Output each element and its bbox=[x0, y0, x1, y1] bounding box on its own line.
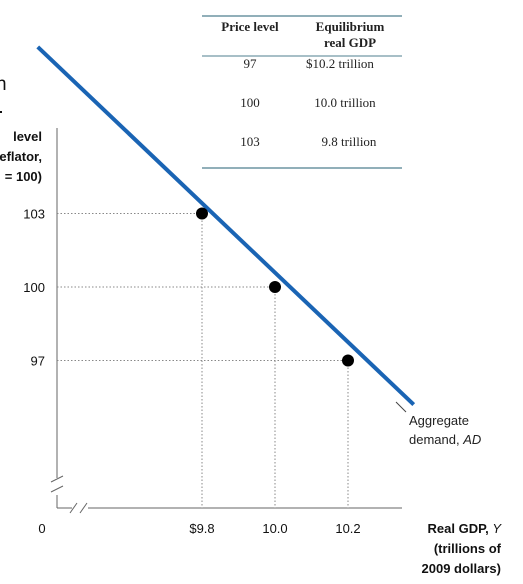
x-axis-label-line: (trillions of bbox=[434, 541, 502, 556]
ad-curve-line bbox=[36, 45, 416, 407]
table-cell-gdp: 10.0 trillion bbox=[314, 95, 376, 110]
table-cell-gdp: $10.2 trillion bbox=[306, 56, 374, 71]
table-header-real-gdp: real GDP bbox=[324, 35, 376, 50]
table-header-price-level: Price level bbox=[221, 19, 279, 34]
tick-labels: 103 100 97 $9.8 10.0 10.2 bbox=[23, 207, 360, 537]
ad-annotation-leader bbox=[395, 401, 407, 413]
y-axis-label-line: eflator, bbox=[0, 149, 42, 164]
y-tick-label: 103 bbox=[23, 207, 45, 222]
x-axis-label-line: 2009 dollars) bbox=[422, 561, 502, 576]
equilibrium-point bbox=[342, 354, 354, 367]
x-axis-label-line: Real GDP, Y bbox=[428, 521, 503, 536]
y-tick-label: 100 bbox=[23, 280, 45, 295]
equilibrium-point bbox=[196, 207, 208, 220]
x-tick-label: $9.8 bbox=[189, 521, 214, 536]
y-axis-label-line: = 100) bbox=[5, 169, 42, 184]
y-axis-label-line: level bbox=[13, 129, 42, 144]
ad-series bbox=[36, 45, 416, 407]
table-header-equilibrium: Equilibrium bbox=[316, 19, 385, 34]
table-cell-price: 103 bbox=[240, 134, 260, 149]
cropped-left-text: n bbox=[0, 74, 7, 95]
x-axis-break-mark bbox=[69, 502, 88, 514]
table-cell-price: 97 bbox=[244, 56, 258, 71]
guide-lines bbox=[57, 213, 349, 508]
ad-annotation-line: demand, AD bbox=[409, 432, 481, 447]
table-cell-gdp: 9.8 trillion bbox=[322, 134, 377, 149]
origin-label: 0 bbox=[38, 521, 45, 536]
y-axis-break-mark bbox=[50, 475, 64, 493]
equilibrium-point bbox=[269, 281, 281, 293]
x-tick-label: 10.0 bbox=[262, 521, 287, 536]
ad-annotation-line: Aggregate bbox=[409, 413, 469, 428]
table-cell-price: 100 bbox=[240, 95, 260, 110]
y-tick-label: 97 bbox=[31, 354, 45, 369]
x-tick-label: 10.2 bbox=[335, 521, 360, 536]
